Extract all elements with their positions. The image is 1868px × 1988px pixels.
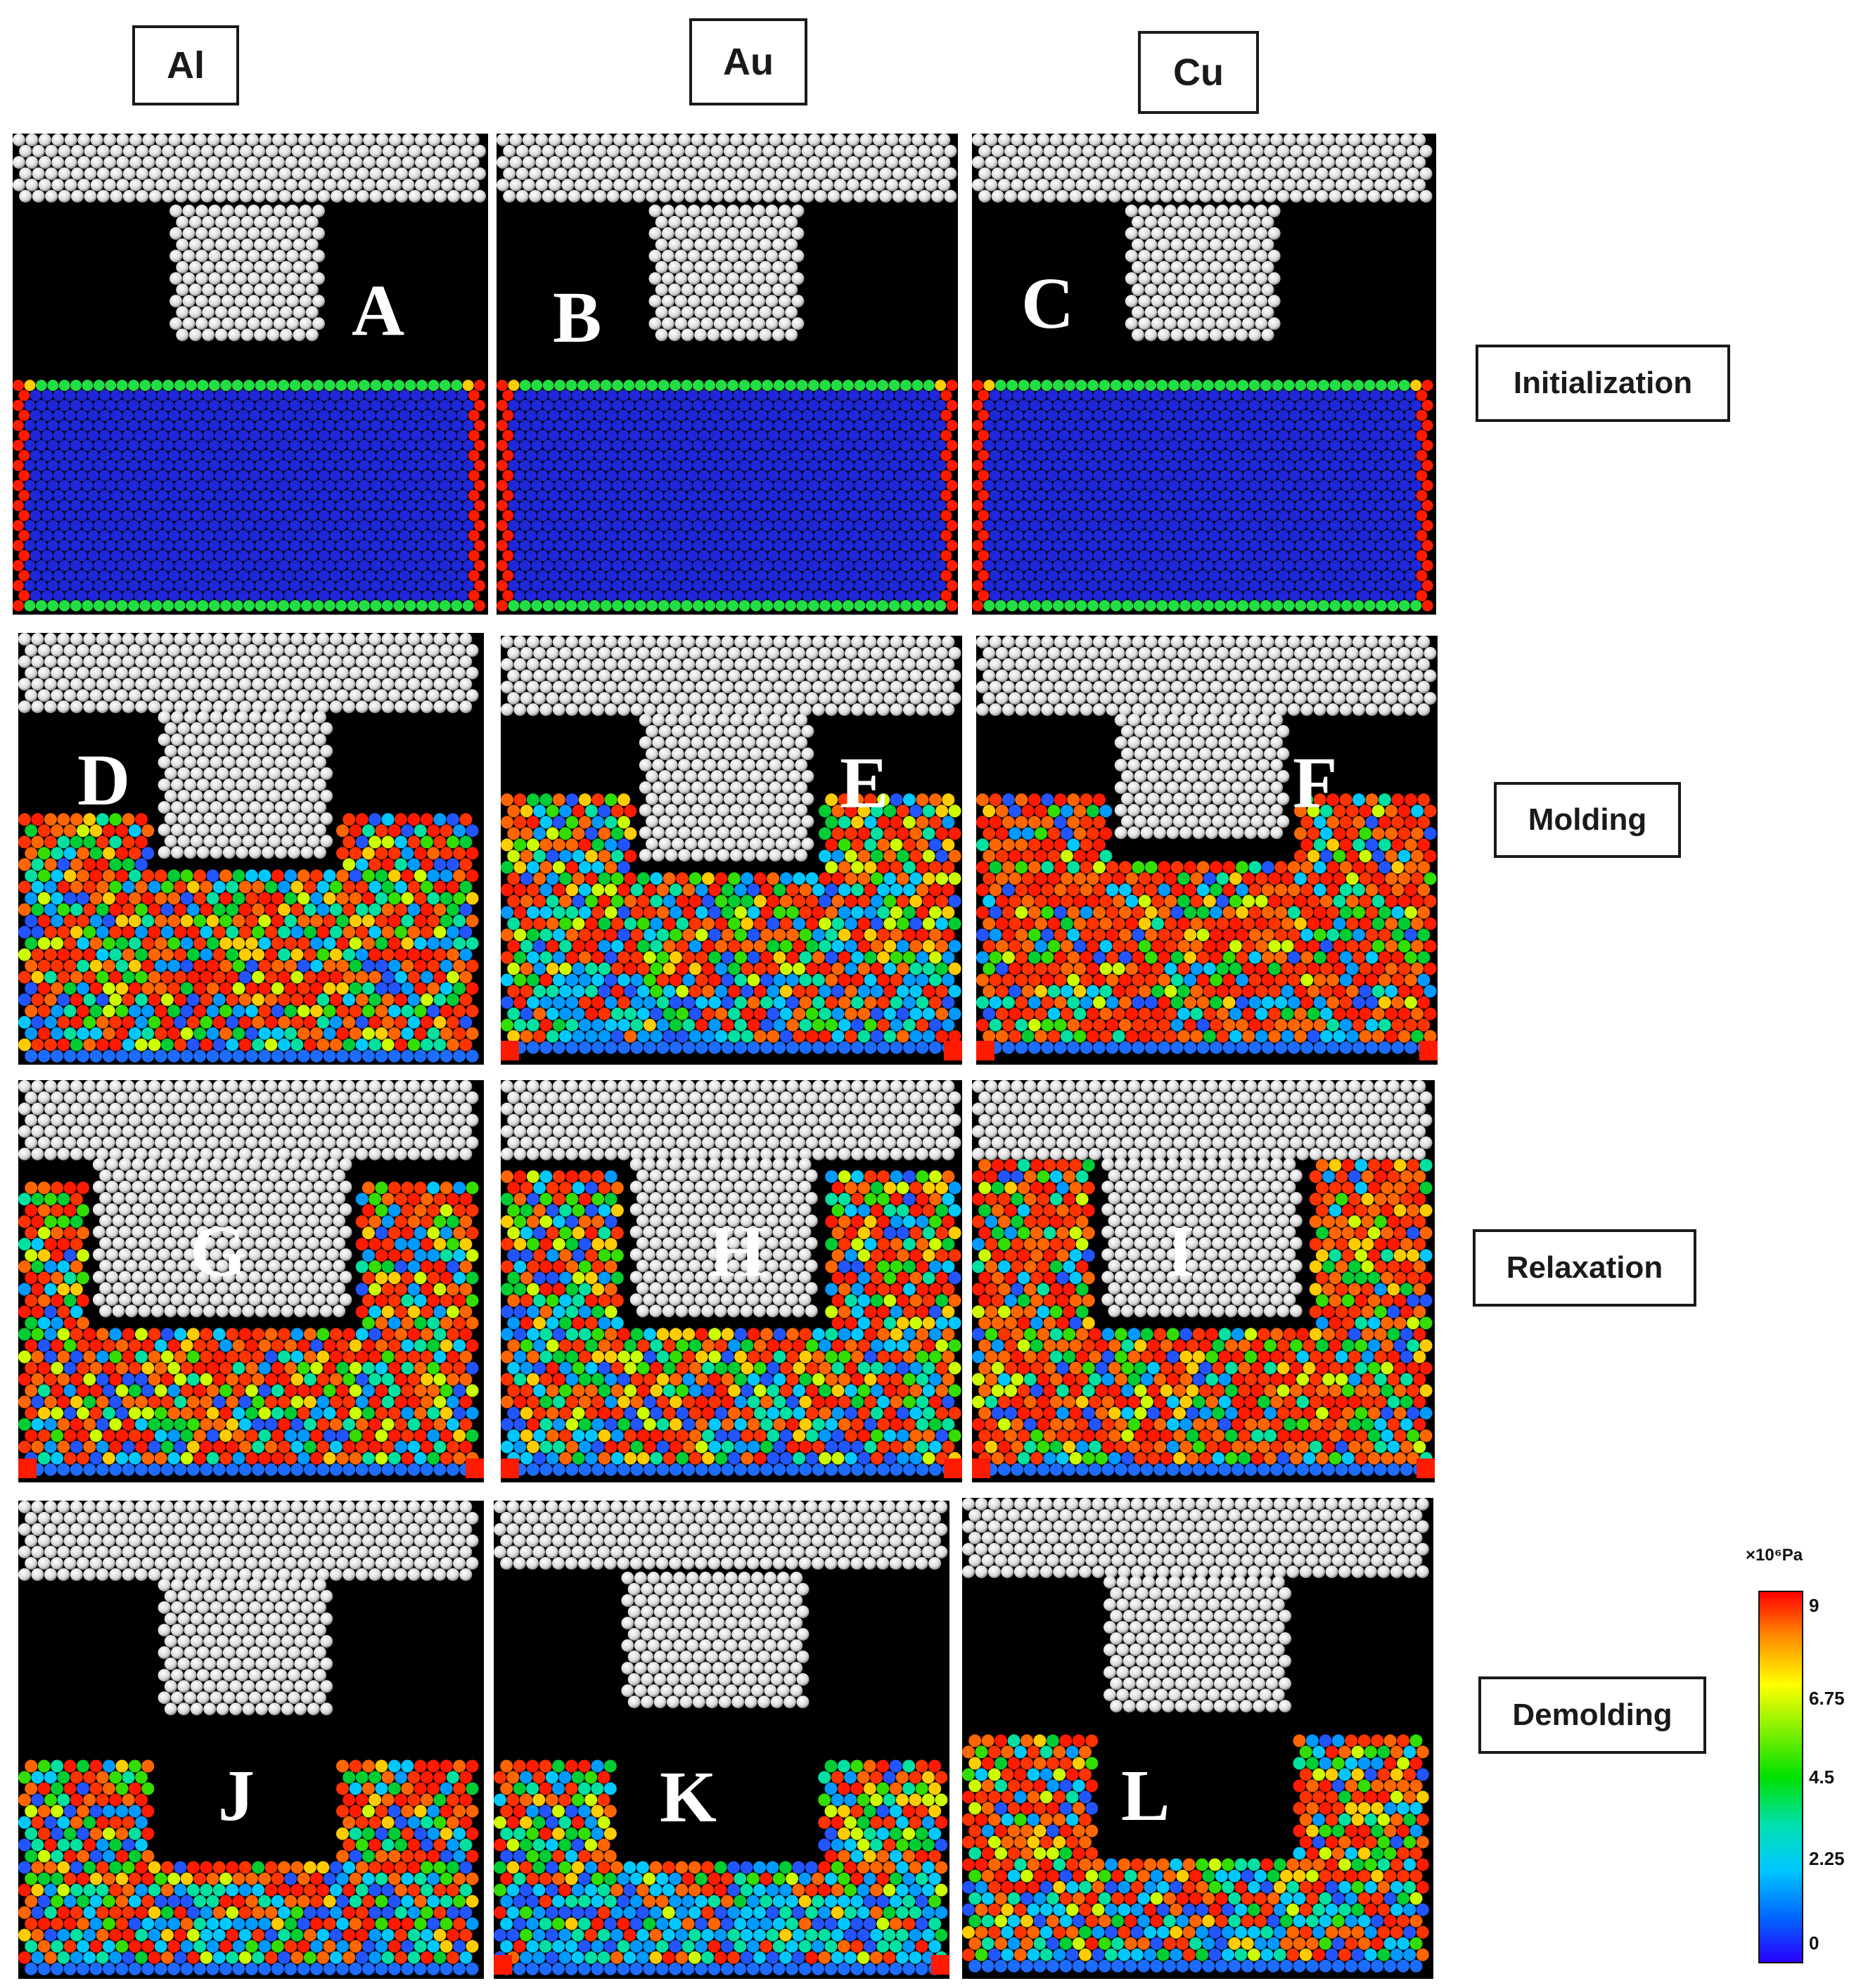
colorbar-tick-2-25: 2.25 bbox=[1809, 1848, 1845, 1869]
colorbar-tick-4-5: 4.5 bbox=[1809, 1766, 1835, 1788]
panel-c: C bbox=[972, 134, 1436, 615]
substrate-atoms bbox=[13, 380, 485, 612]
mold-atoms bbox=[497, 134, 957, 342]
mold-atoms bbox=[962, 1498, 1429, 1713]
corner-atoms bbox=[501, 1041, 962, 1060]
panel-letter-g: G bbox=[190, 1211, 247, 1292]
panel-l-atoms bbox=[962, 1498, 1429, 1973]
panel-f-atoms bbox=[976, 636, 1438, 1060]
panel-h-atoms bbox=[501, 1080, 962, 1478]
panel-k: K bbox=[494, 1501, 949, 1979]
row-label-relaxation: Relaxation bbox=[1473, 1229, 1696, 1307]
mold-atoms bbox=[501, 636, 961, 862]
panel-letter-h: H bbox=[709, 1211, 766, 1292]
corner-atoms bbox=[18, 1458, 484, 1478]
panel-g: G bbox=[18, 1080, 484, 1482]
panel-d: D bbox=[18, 633, 484, 1065]
panel-letter-f: F bbox=[1293, 743, 1338, 823]
panel-i: I bbox=[972, 1080, 1435, 1482]
panel-j: J bbox=[18, 1501, 484, 1979]
panel-f: F bbox=[976, 636, 1438, 1065]
panel-g-atoms bbox=[18, 1080, 484, 1478]
row-label-initialization: Initialization bbox=[1476, 345, 1730, 422]
column-label-al: Al bbox=[132, 25, 239, 105]
corner-atoms bbox=[972, 1458, 1435, 1478]
panel-letter-b: B bbox=[553, 277, 602, 358]
panel-a-atoms bbox=[13, 134, 486, 612]
workpiece-atoms bbox=[494, 1759, 948, 1975]
colorbar bbox=[1758, 1591, 1803, 1963]
workpiece-atoms bbox=[972, 1159, 1433, 1476]
workpiece-atoms bbox=[501, 793, 961, 1054]
colorbar-tick-6-75: 6.75 bbox=[1809, 1688, 1845, 1709]
panel-letter-j: J bbox=[218, 1755, 255, 1836]
colorbar-tick-0: 0 bbox=[1809, 1932, 1819, 1954]
mold-atoms bbox=[976, 636, 1437, 840]
mold-atoms bbox=[18, 1501, 479, 1716]
substrate-atoms bbox=[497, 380, 958, 612]
corner-atoms bbox=[494, 1955, 949, 1975]
workpiece-atoms bbox=[501, 1170, 961, 1476]
mold-atoms bbox=[13, 134, 486, 342]
panel-letter-c: C bbox=[1021, 263, 1075, 344]
panel-c-atoms bbox=[972, 134, 1433, 612]
panel-letter-a: A bbox=[352, 270, 405, 351]
mold-atoms bbox=[501, 1080, 961, 1318]
panel-letter-l: L bbox=[1121, 1755, 1170, 1836]
workpiece-atoms bbox=[18, 1759, 479, 1975]
mold-atoms bbox=[18, 1080, 479, 1318]
panel-letter-d: D bbox=[77, 740, 131, 821]
panel-d-atoms bbox=[18, 633, 479, 1063]
panel-e-atoms bbox=[501, 636, 962, 1060]
mold-atoms bbox=[972, 1080, 1433, 1318]
mold-atoms bbox=[18, 633, 479, 859]
workpiece-atoms bbox=[976, 793, 1437, 1054]
row-label-demolding: Demolding bbox=[1478, 1676, 1706, 1754]
row-label-molding: Molding bbox=[1494, 782, 1681, 858]
panel-b-atoms bbox=[497, 134, 958, 612]
workpiece-atoms bbox=[962, 1734, 1429, 1973]
panel-j-atoms bbox=[18, 1501, 479, 1975]
column-label-cu: Cu bbox=[1138, 31, 1259, 114]
workpiece-atoms bbox=[18, 1181, 479, 1476]
column-label-au: Au bbox=[689, 18, 807, 105]
workpiece-atoms bbox=[18, 813, 479, 1063]
panel-letter-e: E bbox=[840, 743, 889, 823]
panel-i-atoms bbox=[972, 1080, 1435, 1478]
mold-atoms bbox=[494, 1501, 948, 1709]
corner-atoms bbox=[976, 1041, 1438, 1060]
panel-l: L bbox=[962, 1498, 1433, 1979]
panel-letter-i: I bbox=[1166, 1211, 1195, 1292]
substrate-atoms bbox=[972, 380, 1433, 612]
panel-e: E bbox=[501, 636, 962, 1065]
colorbar-unit-label: ×10⁶Pa bbox=[1746, 1546, 1803, 1565]
panel-b: B bbox=[497, 134, 958, 615]
panel-k-atoms bbox=[494, 1501, 949, 1975]
panel-h: H bbox=[501, 1080, 962, 1482]
panel-a: A bbox=[13, 134, 488, 615]
panel-letter-k: K bbox=[660, 1757, 717, 1838]
corner-atoms bbox=[501, 1458, 962, 1478]
mold-atoms bbox=[972, 134, 1433, 342]
colorbar-tick-9: 9 bbox=[1809, 1595, 1819, 1616]
